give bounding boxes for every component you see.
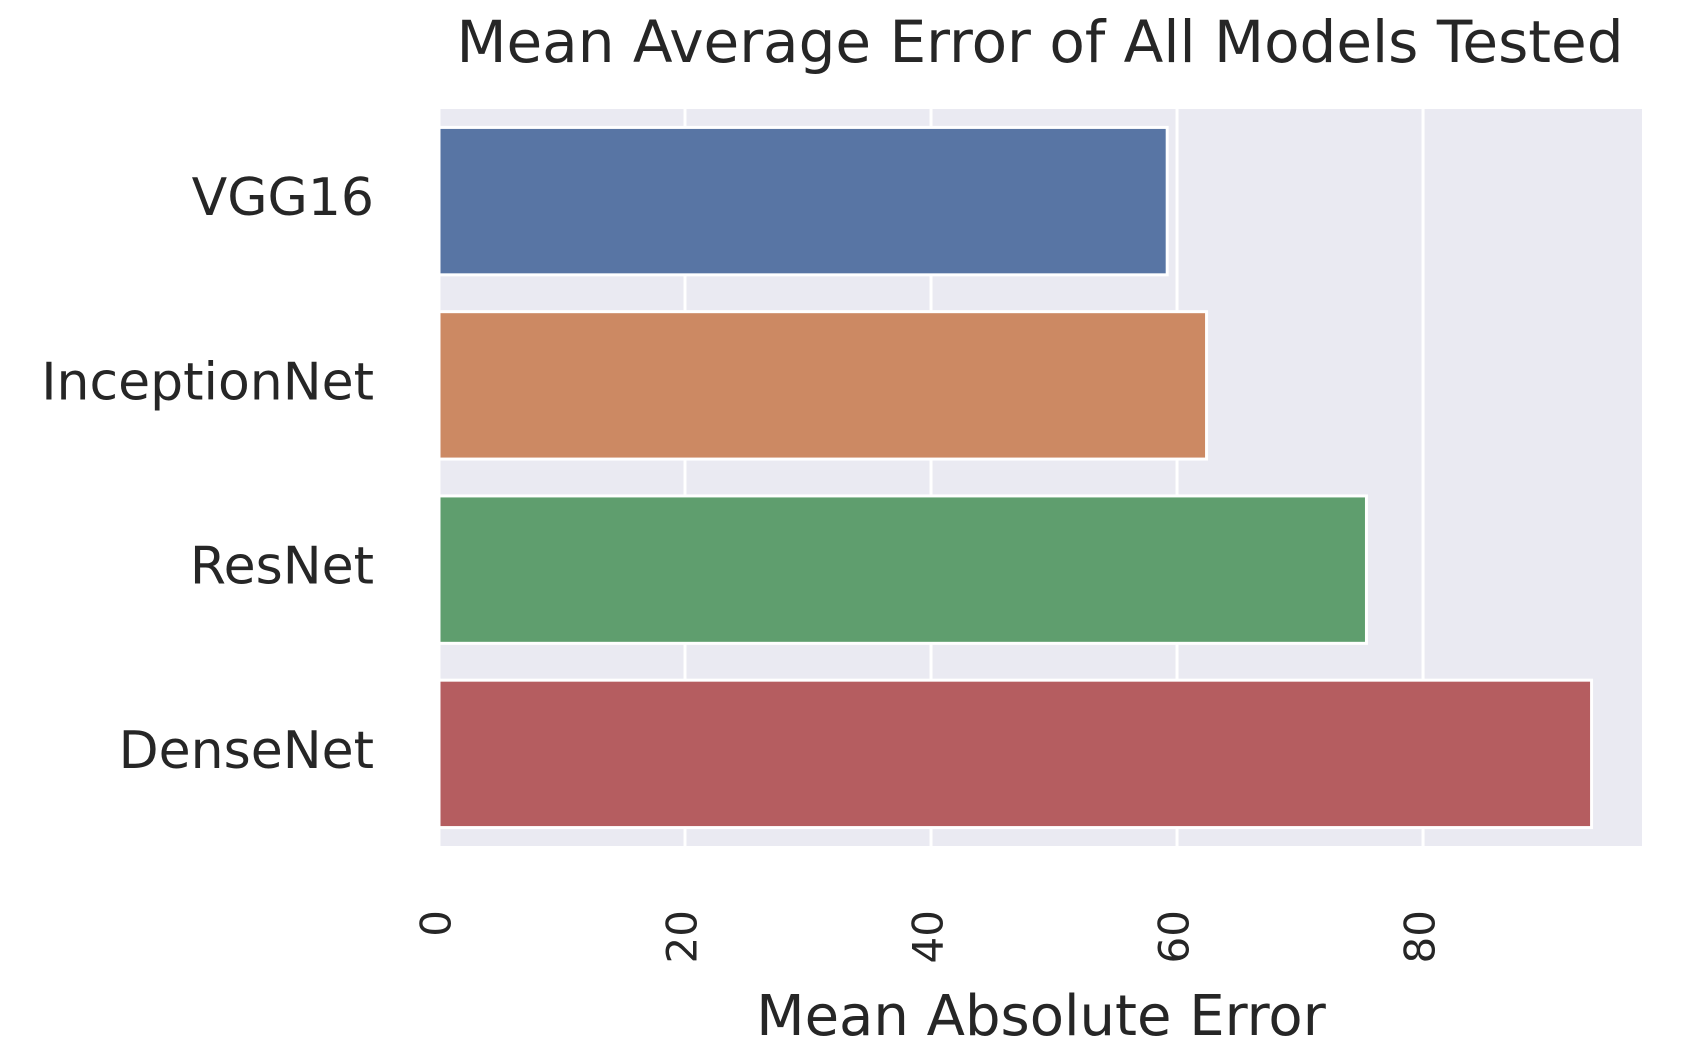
chart-title: Mean Average Error of All Models Tested <box>456 8 1623 76</box>
y-tick-label: DenseNet <box>119 721 374 781</box>
bar <box>437 125 1169 277</box>
y-tick-label: ResNet <box>190 537 374 597</box>
x-tick-label: 80 <box>1396 910 1445 963</box>
bar <box>437 678 1594 830</box>
bar <box>437 494 1368 645</box>
bar <box>437 310 1209 461</box>
x-tick-label: 0 <box>412 910 461 937</box>
x-tick-label: 40 <box>904 910 953 963</box>
x-axis-label: Mean Absolute Error <box>756 984 1326 1049</box>
x-tick-label: 60 <box>1150 910 1199 963</box>
x-tick-label: 20 <box>658 910 707 963</box>
y-tick-label: VGG16 <box>192 168 374 228</box>
y-tick-label: InceptionNet <box>41 352 374 412</box>
